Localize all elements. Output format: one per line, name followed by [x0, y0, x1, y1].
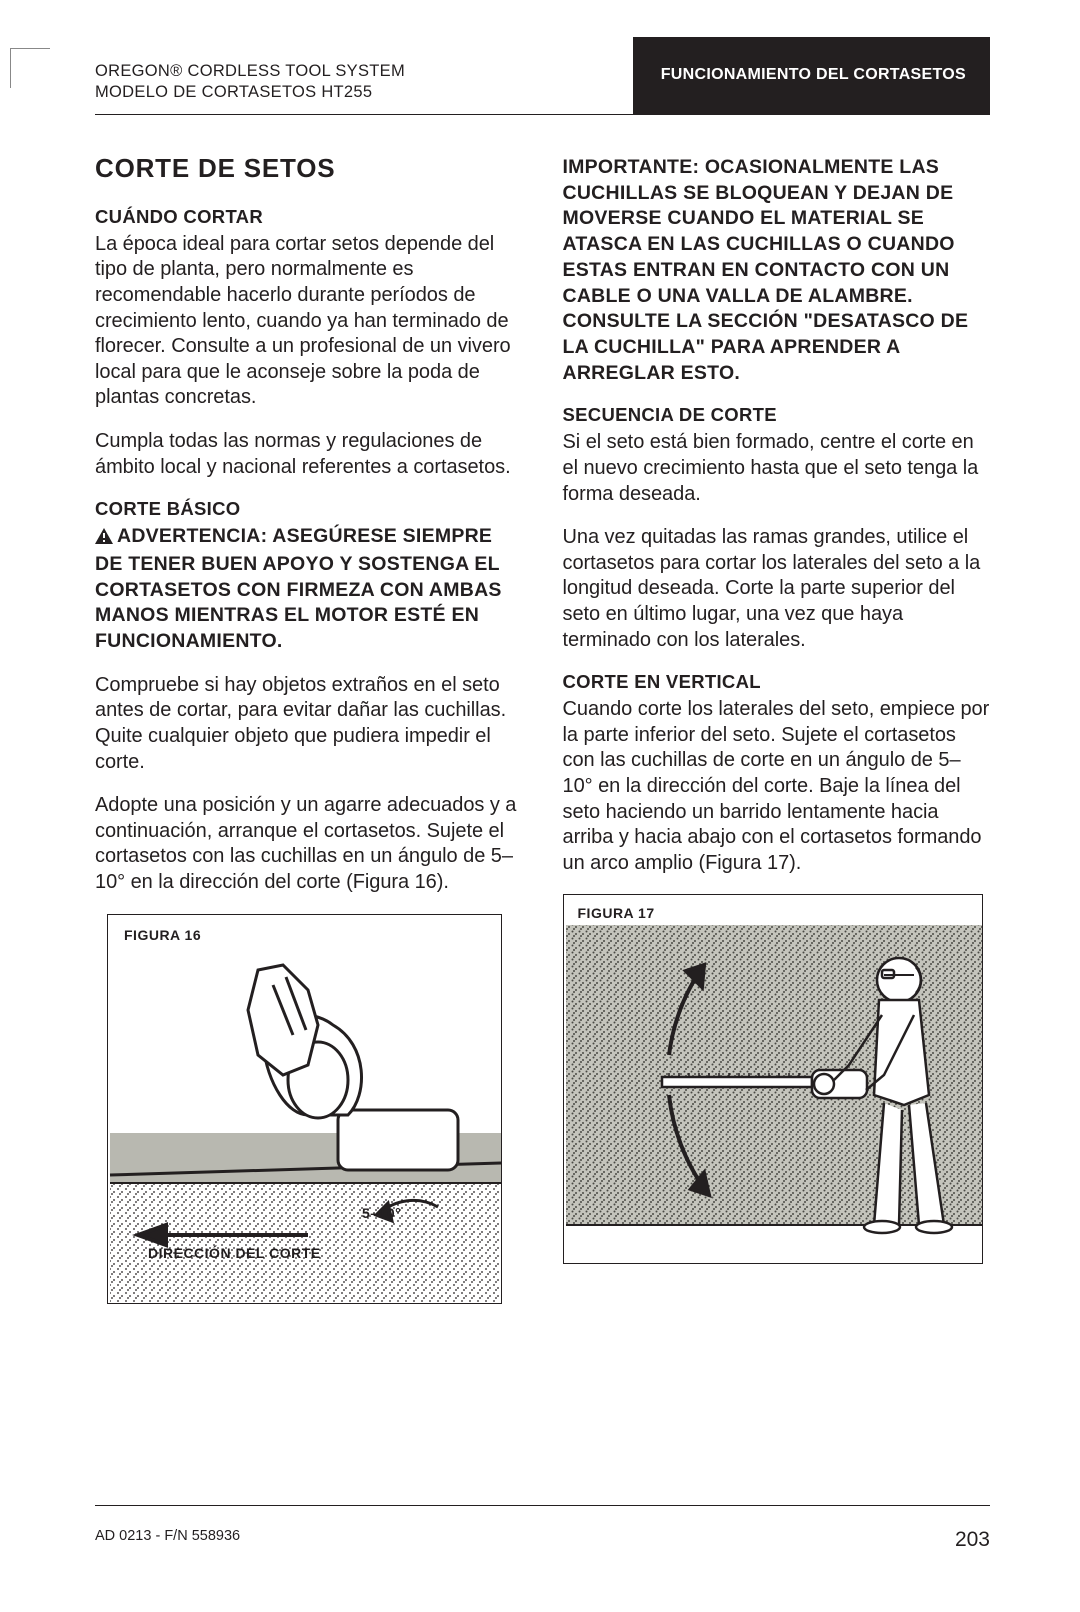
- header-section-title: FUNCIONAMIENTO DEL CORTASETOS: [633, 37, 990, 114]
- right-column: IMPORTANTE: OCASIONALMENTE LAS CUCHILLAS…: [563, 153, 991, 1304]
- page-header: OREGON® CORDLESS TOOL SYSTEM MODELO DE C…: [95, 55, 990, 115]
- page-footer: AD 0213 - F/N 558936 203: [95, 1505, 990, 1552]
- figure-16-angle: 5–10°: [362, 1205, 401, 1221]
- basic-cut-warning-text: ADVERTENCIA: ASEGÚRESE SIEMPRE DE TENER …: [95, 525, 502, 652]
- vertical-cut-p1: Cuando corte los laterales del seto, emp…: [563, 697, 991, 876]
- vertical-cut-heading: CORTE EN VERTICAL: [563, 671, 991, 693]
- basic-cut-p2: Adopte una posición y un agarre adecuado…: [95, 793, 523, 895]
- left-column: CORTE DE SETOS CUÁNDO CORTAR La época id…: [95, 153, 523, 1304]
- basic-cut-p1: Compruebe si hay objetos extraños en el …: [95, 673, 523, 775]
- figure-17-label: FIGURA 17: [578, 905, 655, 921]
- basic-cut-heading: CORTE BÁSICO: [95, 498, 523, 520]
- sequence-p1: Si el seto está bien formado, centre el …: [563, 430, 991, 507]
- page-title: CORTE DE SETOS: [95, 153, 523, 184]
- figure-16: FIGURA 16: [107, 914, 502, 1304]
- when-to-cut-p2: Cumpla todas las normas y regulaciones d…: [95, 429, 523, 480]
- header-product-line: OREGON® CORDLESS TOOL SYSTEM: [95, 61, 405, 82]
- when-to-cut-p1: La época ideal para cortar setos depende…: [95, 232, 523, 411]
- header-model-line: MODELO DE CORTASETOS HT255: [95, 82, 405, 103]
- two-column-body: CORTE DE SETOS CUÁNDO CORTAR La época id…: [95, 153, 990, 1304]
- figure-17: FIGURA 17: [563, 894, 983, 1264]
- sequence-heading: SECUENCIA DE CORTE: [563, 404, 991, 426]
- basic-cut-warning: ADVERTENCIA: ASEGÚRESE SIEMPRE DE TENER …: [95, 524, 523, 655]
- page-content: OREGON® CORDLESS TOOL SYSTEM MODELO DE C…: [95, 55, 990, 1304]
- sequence-p2: Una vez quitadas las ramas grandes, util…: [563, 525, 991, 653]
- important-note: IMPORTANTE: OCASIONALMENTE LAS CUCHILLAS…: [563, 155, 991, 387]
- figure-16-direction: DIRECCIÓN DEL CORTE: [148, 1245, 321, 1261]
- warning-icon: [95, 526, 113, 552]
- when-to-cut-heading: CUÁNDO CORTAR: [95, 206, 523, 228]
- figure-16-label: FIGURA 16: [124, 927, 201, 945]
- page-number: 203: [955, 1528, 990, 1552]
- footer-docid: AD 0213 - F/N 558936: [95, 1528, 240, 1552]
- figure-17-illustration: [564, 895, 984, 1265]
- header-left: OREGON® CORDLESS TOOL SYSTEM MODELO DE C…: [95, 55, 405, 114]
- crop-mark: [10, 48, 50, 88]
